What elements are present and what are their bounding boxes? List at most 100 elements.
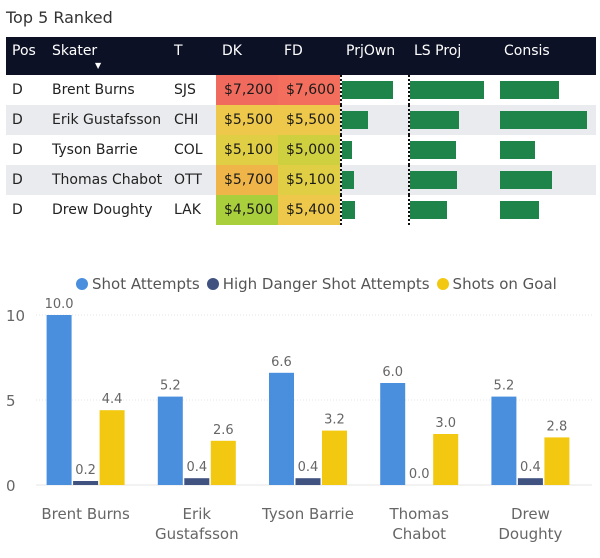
data-label: 3.0 (435, 416, 456, 431)
lsproj-cell (408, 195, 498, 225)
x-tick-label: Brent Burns (41, 505, 130, 523)
skater-cell: Thomas Chabot (46, 165, 168, 195)
consis-bar (500, 141, 535, 159)
chart-legend: Shot Attempts High Danger Shot Attempts … (76, 275, 564, 293)
data-label: 5.2 (160, 379, 181, 394)
dk-salary-cell: $5,100 (216, 135, 278, 165)
fd-salary-cell: $7,600 (278, 75, 340, 105)
consis-bar (500, 171, 553, 189)
prjown-axis (340, 165, 342, 195)
bar-2-1 (210, 440, 236, 485)
data-label: 0.2 (75, 463, 96, 478)
prjown-cell (340, 135, 408, 165)
header-prjown[interactable]: PrjOwn (340, 37, 408, 75)
data-label: 6.6 (271, 355, 292, 370)
legend-item-shot-attempts[interactable]: Shot Attempts (76, 275, 200, 293)
skater-cell: Tyson Barrie (52, 142, 138, 158)
pos-cell: D (12, 142, 23, 158)
data-label: 4.4 (102, 392, 123, 407)
bar-1-0 (73, 481, 99, 485)
table-header-row: Pos Skater ▼ T DK FD PrjOwn LS Proj Cons… (6, 37, 596, 75)
bar-2-2 (322, 430, 347, 485)
header-pos[interactable]: Pos (6, 37, 46, 75)
prjown-axis (340, 75, 342, 105)
lsproj-axis (408, 75, 410, 105)
legend-dot-icon (206, 278, 219, 290)
shots-bar-chart: 0 5 10 10.0 0.2 4.4 Brent Burns 5.2 0.4 2.6 Erik Gu… (6, 297, 592, 543)
bar-1-2 (295, 478, 321, 485)
header-skater-label: Skater (52, 43, 98, 59)
data-label: 0.4 (186, 460, 207, 475)
table-row: D Thomas Chabot OTT $5,700 $5,100 (6, 165, 596, 195)
y-tick-label: 5 (6, 392, 16, 410)
prjown-axis (340, 135, 342, 165)
x-tick-label: Thomas (388, 505, 449, 523)
skater-cell: Brent Burns (52, 82, 135, 98)
pos-cell: D (6, 165, 46, 195)
x-tick-label: Drew (511, 505, 550, 523)
consis-bar (500, 81, 560, 99)
legend-label: High Danger Shot Attempts (222, 275, 430, 293)
pos-cell: D (12, 202, 23, 218)
lsproj-bar (410, 201, 447, 219)
team-cell: OTT (168, 165, 216, 195)
consis-bar (500, 111, 587, 129)
pos-cell: D (6, 105, 46, 135)
sort-descending-icon: ▼ (95, 61, 102, 70)
data-label: 0.4 (298, 460, 319, 475)
prjown-axis (340, 105, 342, 135)
legend-item-high-danger[interactable]: High Danger Shot Attempts (206, 275, 430, 293)
bar-0-0 (46, 315, 72, 485)
prjown-cell (340, 165, 408, 195)
header-team[interactable]: T (168, 37, 216, 75)
dk-salary-cell: $7,200 (216, 75, 278, 105)
table-row: D Brent Burns SJS $7,200 $7,600 (6, 75, 596, 105)
prjown-cell (340, 75, 408, 105)
lsproj-axis (408, 165, 410, 195)
x-tick-label: Gustafsson (155, 525, 239, 543)
data-label: 6.0 (382, 365, 403, 380)
consis-cell (498, 195, 596, 225)
consis-cell (498, 135, 596, 165)
header-lsproj[interactable]: LS Proj (408, 37, 498, 75)
y-tick-label: 0 (6, 477, 16, 495)
bar-2-4 (544, 437, 570, 485)
team-cell: COL (174, 142, 203, 158)
prjown-cell (340, 195, 408, 225)
data-label: 2.6 (213, 423, 234, 438)
bar-0-3 (380, 383, 406, 485)
lsproj-cell (408, 105, 498, 135)
data-label: 10.0 (45, 297, 74, 312)
x-tick-label: Chabot (392, 525, 446, 543)
prjown-bar (342, 141, 353, 159)
table-row: D Erik Gustafsson CHI $5,500 $5,500 (6, 105, 596, 135)
bar-1-1 (184, 478, 210, 485)
skater-cell: Erik Gustafsson (46, 105, 168, 135)
data-label: 0.0 (409, 467, 430, 482)
lsproj-bar (410, 81, 484, 99)
x-tick-label: Tyson Barrie (261, 505, 354, 523)
legend-item-shots-on-goal[interactable]: Shots on Goal (436, 275, 557, 293)
prjown-bar (342, 171, 354, 189)
team-cell: CHI (168, 105, 216, 135)
consis-cell (498, 165, 596, 195)
pos-cell: D (12, 82, 23, 98)
header-consis[interactable]: Consis (498, 37, 596, 75)
header-skater[interactable]: Skater ▼ (46, 37, 168, 75)
lsproj-bar (410, 171, 458, 189)
legend-dot-icon (76, 278, 88, 290)
lsproj-cell (408, 135, 498, 165)
fd-salary-cell: $5,500 (278, 105, 340, 135)
lsproj-cell (408, 75, 498, 105)
team-cell: SJS (174, 82, 196, 98)
x-tick-label: Erik (183, 505, 212, 523)
prjown-bar (342, 81, 394, 99)
dk-salary-cell: $5,700 (216, 165, 278, 195)
skater-cell: Drew Doughty (52, 202, 153, 218)
header-dk[interactable]: DK (216, 37, 278, 75)
header-fd[interactable]: FD (278, 37, 340, 75)
data-label: 0.4 (520, 460, 541, 475)
prjown-bar (342, 111, 368, 129)
bar-0-1 (157, 396, 183, 485)
team-cell: LAK (174, 202, 201, 218)
